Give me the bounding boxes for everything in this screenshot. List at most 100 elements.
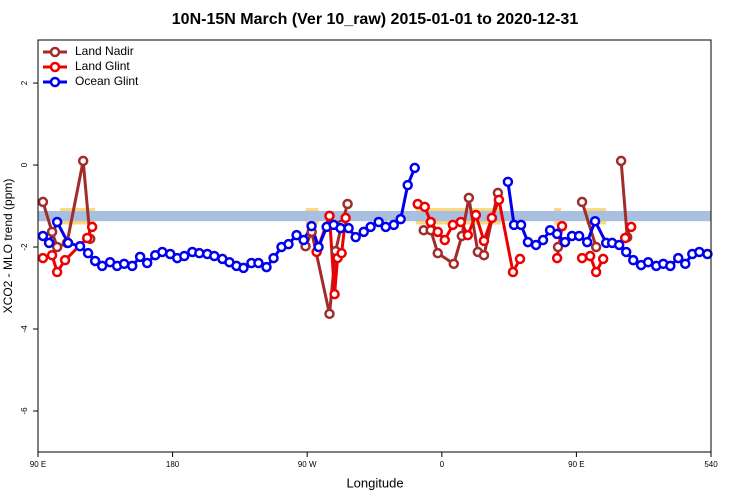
legend-label: Ocean Glint — [75, 74, 139, 88]
point — [597, 253, 609, 265]
point — [502, 176, 514, 188]
legend-label: Land Glint — [75, 59, 130, 73]
point — [530, 239, 542, 251]
legend-label: Land Nadir — [75, 44, 134, 58]
point — [37, 196, 49, 208]
point — [462, 229, 474, 241]
point — [388, 219, 400, 231]
point — [522, 236, 534, 248]
point — [507, 266, 519, 278]
point — [74, 240, 86, 252]
point — [126, 260, 138, 272]
point — [619, 232, 631, 244]
point — [584, 250, 596, 262]
point — [82, 247, 94, 259]
point — [51, 241, 63, 253]
point — [559, 236, 571, 248]
point — [425, 216, 436, 228]
point — [373, 216, 384, 228]
point — [59, 254, 71, 266]
point — [551, 228, 563, 240]
y-tick-label: -2 — [20, 243, 29, 251]
point — [77, 155, 89, 167]
x-axis-label: Longitude — [346, 475, 403, 490]
point — [118, 258, 130, 270]
point — [478, 235, 490, 247]
point — [395, 213, 406, 225]
point — [62, 237, 74, 249]
point — [576, 196, 588, 208]
point — [365, 221, 376, 233]
point — [283, 238, 294, 250]
point — [455, 216, 467, 228]
point — [324, 308, 335, 320]
point — [615, 155, 627, 167]
point — [493, 194, 505, 206]
point — [581, 236, 593, 248]
point — [81, 232, 93, 244]
y-tick-label: -4 — [20, 325, 29, 333]
point — [409, 162, 420, 174]
x-tick-label: 90 W — [298, 460, 317, 469]
point — [268, 252, 279, 264]
point — [556, 220, 568, 232]
point — [336, 247, 347, 259]
point — [680, 258, 691, 270]
point — [340, 212, 351, 224]
point — [537, 234, 549, 246]
point — [358, 226, 369, 238]
point — [51, 216, 63, 228]
point — [694, 246, 705, 258]
point — [329, 288, 340, 300]
band — [38, 210, 711, 222]
point — [335, 222, 346, 234]
point — [627, 254, 639, 266]
point — [589, 215, 601, 227]
point — [350, 231, 361, 243]
point — [419, 201, 431, 213]
x-tick-label: 90 E — [30, 460, 46, 469]
point — [576, 252, 588, 264]
point — [590, 241, 602, 253]
point — [134, 251, 146, 263]
point — [86, 221, 98, 233]
plot-frame — [37, 39, 712, 453]
chart-title: 10N-15N March (Ver 10_raw) 2015-01-01 to… — [172, 11, 579, 28]
point — [642, 256, 654, 268]
point — [306, 220, 317, 232]
x-tick-label: 90 E — [568, 460, 584, 469]
point — [432, 226, 444, 238]
point — [37, 252, 49, 264]
point — [343, 222, 354, 234]
point — [432, 247, 444, 259]
point — [478, 249, 490, 261]
point — [625, 221, 637, 233]
point — [590, 266, 602, 278]
point — [470, 209, 482, 221]
point — [486, 212, 498, 224]
point — [552, 241, 564, 253]
point — [551, 252, 563, 264]
point — [702, 248, 713, 260]
y-tick-label: 0 — [20, 162, 29, 167]
point — [313, 241, 324, 253]
point — [665, 260, 676, 272]
point — [620, 246, 632, 258]
point — [46, 226, 58, 238]
point — [261, 261, 272, 273]
legend-marker — [49, 46, 61, 58]
point — [291, 229, 302, 241]
point — [439, 234, 451, 246]
point — [463, 192, 475, 204]
point — [51, 266, 63, 278]
point — [43, 237, 55, 249]
y-axis-label: XCO2 - MLO trend (ppm) — [1, 179, 15, 314]
point — [253, 257, 264, 269]
point — [613, 239, 625, 251]
point — [89, 255, 101, 267]
point — [298, 234, 309, 246]
point — [46, 249, 58, 261]
point — [37, 230, 49, 242]
